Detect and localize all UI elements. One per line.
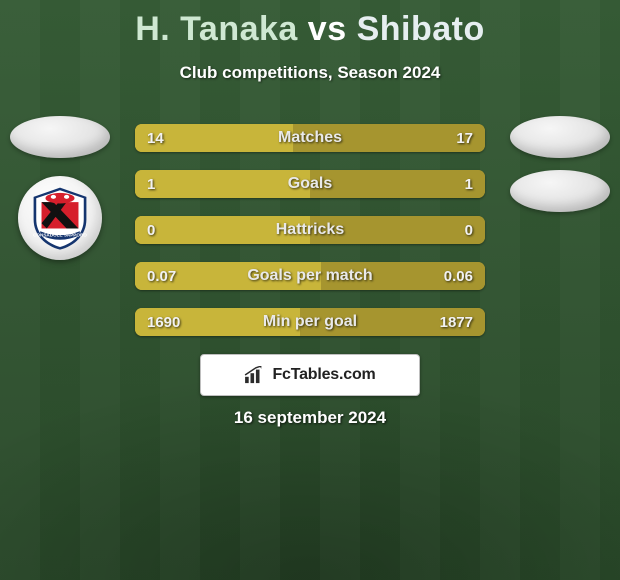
left-side-panel: CONSADOLE SAPPORO xyxy=(10,116,110,260)
right-side-panel xyxy=(510,116,610,212)
stat-row: 00Hattricks xyxy=(135,216,485,244)
bar-chart-icon xyxy=(244,366,266,384)
stat-row: 11Goals xyxy=(135,170,485,198)
player2-photo-placeholder-icon xyxy=(510,116,610,158)
date-label: 16 september 2024 xyxy=(0,408,620,428)
stat-bar-left-fill xyxy=(135,216,310,244)
brand-box: FcTables.com xyxy=(200,354,420,396)
player1-photo-placeholder-icon xyxy=(10,116,110,158)
subtitle: Club competitions, Season 2024 xyxy=(0,63,620,83)
stat-row: 16901877Min per goal xyxy=(135,308,485,336)
stat-bar-left-fill xyxy=(135,308,300,336)
svg-text:CONSADOLE SAPPORO: CONSADOLE SAPPORO xyxy=(33,232,87,237)
vs-label: vs xyxy=(308,10,347,48)
stat-row: 0.070.06Goals per match xyxy=(135,262,485,290)
player1-name: H. Tanaka xyxy=(135,10,298,48)
page-title: H. Tanaka vs Shibato xyxy=(0,0,620,49)
stat-row: 1417Matches xyxy=(135,124,485,152)
stat-bar-left-fill xyxy=(135,170,310,198)
stat-bar-left-fill xyxy=(135,262,321,290)
stats-bar-chart: 1417Matches 11Goals 00Hattricks 0.070.06Goa… xyxy=(135,124,485,354)
player2-name: Shibato xyxy=(357,10,485,48)
stat-bar-left-fill xyxy=(135,124,293,152)
player2-club-placeholder-icon xyxy=(510,170,610,212)
player1-club-badge-icon: CONSADOLE SAPPORO xyxy=(18,176,102,260)
brand-name: FcTables.com xyxy=(272,366,375,384)
